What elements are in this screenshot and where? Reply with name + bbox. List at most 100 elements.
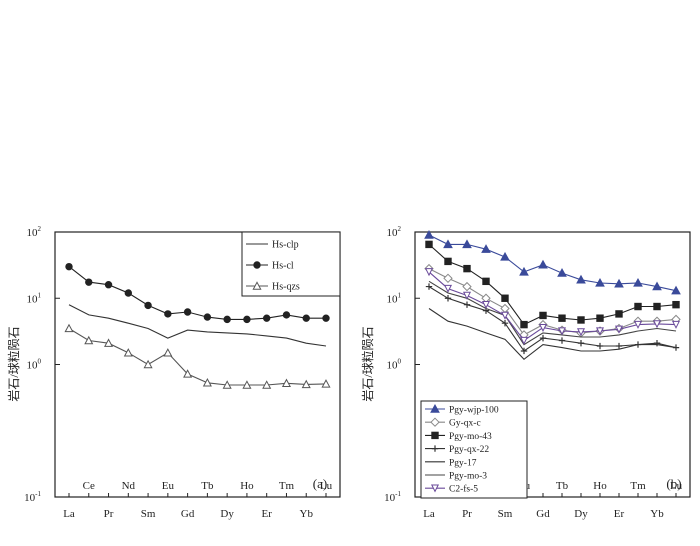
data-point [615, 310, 623, 318]
data-point [463, 301, 471, 308]
legend-label: Pgy-qx-22 [449, 445, 489, 455]
x-tick-label: Gd [181, 508, 195, 520]
data-point [443, 239, 453, 249]
data-point [444, 257, 452, 266]
data-point [301, 379, 311, 389]
series-group-a [64, 262, 331, 389]
data-point [243, 315, 251, 324]
data-point [203, 313, 212, 321]
data-point [634, 302, 642, 311]
legend-label: Pgy-mo-3 [449, 472, 487, 482]
data-point [183, 308, 192, 316]
data-point [557, 327, 567, 336]
legend-item: Gy-qx-c [425, 417, 481, 429]
data-point [558, 314, 566, 322]
data-point [443, 284, 453, 293]
y-tick-label: 102 [387, 225, 402, 239]
data-point [633, 320, 643, 329]
data-point [65, 262, 73, 271]
legend-label: C2-fs-5 [449, 484, 478, 495]
data-point [462, 239, 472, 249]
data-point [222, 380, 232, 389]
data-point [424, 230, 434, 239]
legend-label: Hs-qzs [272, 282, 300, 293]
y-tick-exponent: 1 [38, 291, 42, 299]
data-point [242, 380, 252, 389]
data-point [282, 311, 291, 319]
series-Pgy-mo-43 [425, 240, 680, 329]
data-point [538, 259, 548, 269]
data-point [500, 311, 510, 320]
series-Hs-cl [65, 262, 330, 324]
legend-item: Hs-qzs [246, 281, 300, 293]
y-tick-exponent: 2 [398, 225, 402, 233]
y-tick-exponent: -1 [395, 490, 401, 498]
data-point [425, 283, 433, 290]
y-tick-exponent: 0 [398, 358, 402, 366]
data-point [577, 316, 585, 324]
series-Pgy-qx-22 [425, 283, 680, 355]
x-tick-label: Pr [104, 508, 114, 520]
series-Hs-qzs [64, 323, 331, 389]
data-point [614, 325, 624, 334]
data-point [596, 342, 604, 350]
data-point [671, 285, 681, 295]
series-Gy-qx-c [424, 263, 681, 340]
data-point [652, 320, 662, 329]
data-point [558, 337, 566, 344]
series-Pgy-mo-3 [428, 280, 677, 346]
y-tick-label: 10-1 [384, 490, 401, 504]
data-point [519, 266, 529, 276]
data-point [576, 328, 586, 337]
data-point [652, 281, 662, 291]
data-point [164, 310, 172, 318]
y-tick-label: 101 [387, 291, 402, 305]
series-Pgy-17 [428, 308, 677, 361]
data-point [123, 348, 133, 357]
legend-marker [430, 403, 440, 413]
y-tick-label: 100 [27, 358, 42, 372]
legend-label: Pgy-17 [449, 458, 477, 468]
legend-item: Pgy-wjp-100 [425, 403, 499, 416]
legend-marker [252, 281, 262, 290]
y-tick-label: 100 [387, 358, 402, 372]
x-tick-label: Pr [462, 508, 472, 520]
y-tick-exponent: 2 [38, 225, 42, 233]
x-tick-label: Ho [593, 480, 607, 492]
data-point [501, 320, 509, 327]
x-tick-label: Nd [122, 480, 136, 492]
series-line [428, 271, 677, 342]
data-point [539, 311, 547, 320]
x-tick-label: Ce [83, 480, 95, 492]
panel-label-a: (a) [313, 476, 327, 491]
panel-label-b: (b) [666, 476, 681, 491]
data-point [302, 314, 310, 322]
data-point [501, 294, 509, 302]
data-point [520, 347, 528, 355]
x-tick-label: Tm [630, 480, 646, 492]
legend-label: Hs-cl [272, 261, 294, 272]
legend-item: Pgy-mo-43 [425, 431, 492, 442]
x-tick-label: Yb [650, 508, 664, 520]
x-tick-label: Tb [201, 480, 214, 492]
x-tick-label: Er [261, 508, 272, 520]
data-point [223, 315, 231, 324]
data-point [520, 320, 528, 329]
y-axis-label-a: 岩石/球粒陨石 [6, 326, 21, 401]
data-point [462, 281, 472, 292]
data-point [577, 339, 585, 347]
data-point [653, 339, 661, 347]
data-point [444, 295, 452, 302]
data-point [519, 336, 529, 345]
data-point [144, 301, 152, 310]
series-line [428, 280, 677, 346]
data-point [481, 300, 491, 309]
data-point [143, 359, 153, 369]
data-point [615, 342, 623, 350]
series-line [68, 304, 327, 347]
legend-label: Gy-qx-c [449, 419, 481, 429]
legend-item: Hs-clp [246, 240, 299, 251]
data-point [183, 369, 193, 378]
data-point [202, 378, 212, 387]
